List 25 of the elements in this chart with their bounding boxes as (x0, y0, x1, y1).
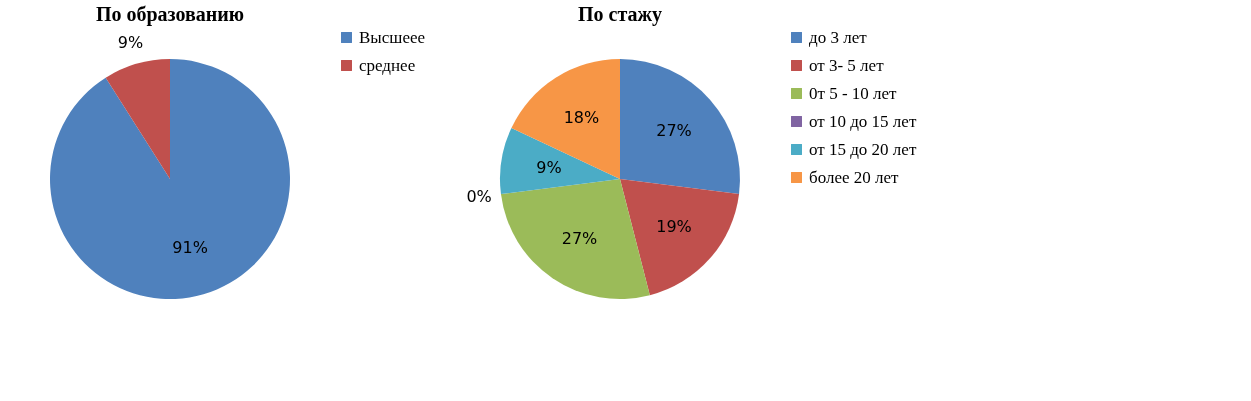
data-label: 91% (172, 238, 208, 258)
legend-label: среднее (359, 55, 416, 75)
pie-slice (620, 59, 740, 195)
pie-slice (50, 59, 290, 299)
legend-label: более 20 лет (809, 167, 900, 187)
legend-label: 0т 5 - 10 лет (809, 83, 898, 103)
legend-label: Высшеее (359, 27, 426, 47)
chart-title: По образованию (95, 3, 245, 26)
legend-label: от 15 до 20 лет (809, 139, 917, 159)
pie-slice (500, 127, 620, 195)
data-label: 19% (656, 216, 692, 236)
data-label: 9% (117, 32, 144, 52)
legend-label: до 3 лет (809, 27, 868, 47)
pie-slice (105, 59, 170, 179)
chart-title: По стажу (577, 3, 663, 26)
legend-label: от 10 до 15 лет (809, 111, 917, 131)
data-label: 9% (536, 157, 562, 177)
legend-label: от 3- 5 лет (809, 55, 885, 75)
data-label: 18% (563, 108, 600, 128)
pie-slice (620, 179, 740, 296)
data-label: 27% (561, 228, 598, 248)
pie-slice (511, 59, 620, 179)
text: 0% (466, 186, 492, 206)
pie-slice (500, 179, 650, 299)
data-label: 27% (656, 121, 692, 141)
